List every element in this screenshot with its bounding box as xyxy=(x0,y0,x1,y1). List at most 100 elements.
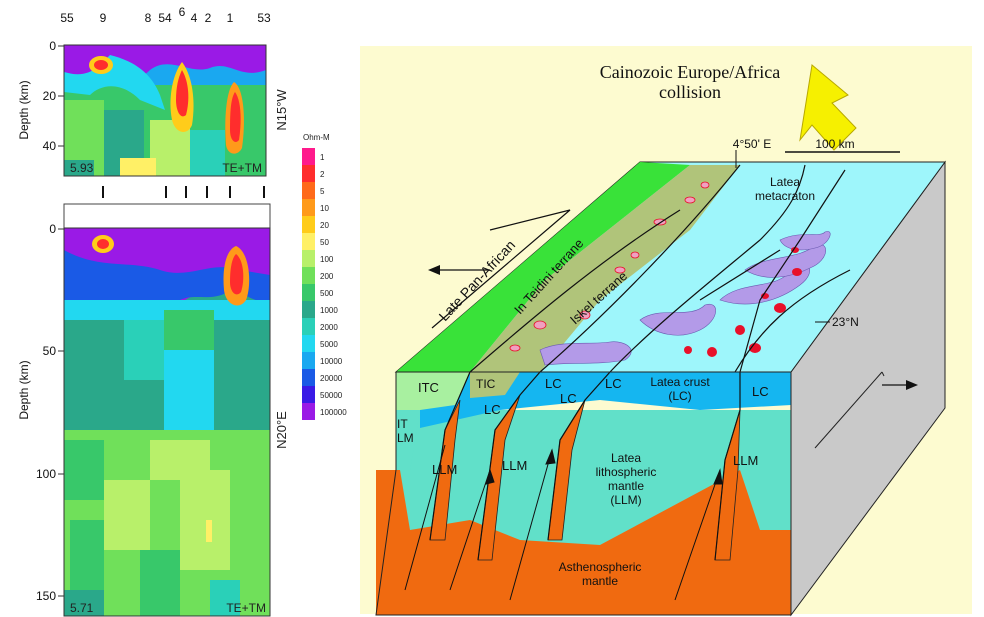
lc-label: LC xyxy=(752,384,769,399)
colorbar-label: 2 xyxy=(320,170,325,179)
top-depth-axis: Depth (km) 0 20 40 xyxy=(17,39,64,153)
depth-tick: 0 xyxy=(49,222,56,236)
side-fault xyxy=(814,371,883,449)
bottom-section-plot xyxy=(64,228,270,616)
latea-crust-label-2: (LC) xyxy=(668,389,691,403)
colorbar-label: 5 xyxy=(320,187,325,196)
depth-tick: 100 xyxy=(36,467,56,481)
iskel-terrane xyxy=(470,165,740,372)
colorbar-swatch xyxy=(302,369,315,386)
colorbar-swatch xyxy=(302,233,315,250)
colorbar-swatch xyxy=(302,267,315,284)
itlm-block xyxy=(396,410,420,470)
top-section-frame xyxy=(63,44,267,177)
lith-label-2: lithospheric xyxy=(596,465,657,479)
volcanic-fields xyxy=(539,231,831,366)
station-labels: 55 9 8 54 6 4 2 1 53 xyxy=(60,5,271,25)
itc-block xyxy=(396,372,470,410)
lith-label-4: (LLM) xyxy=(610,493,641,507)
colorbar-label: 10 xyxy=(320,204,329,213)
tic-label: TIC xyxy=(476,377,496,391)
bottom-section-frame xyxy=(63,227,271,617)
metacraton-label-2: metacraton xyxy=(755,189,815,203)
bottom-section-header xyxy=(63,203,271,229)
in-teidini-terrane xyxy=(396,162,690,372)
llm-label: LLM xyxy=(502,458,527,473)
colorbar-swatch xyxy=(302,352,315,369)
colorbar-label: 20 xyxy=(320,221,329,230)
colorbar-swatch xyxy=(302,403,315,420)
colorbar-label: 10000 xyxy=(320,357,343,366)
colorbar-swatch xyxy=(302,386,315,403)
bottom-rms: 5.71 xyxy=(70,601,94,615)
depth-tick: 50 xyxy=(43,344,57,358)
lith-label-3: mantle xyxy=(608,479,644,493)
depth-tick: 20 xyxy=(43,89,57,103)
llm-label: LLM xyxy=(432,462,457,477)
station-ticks xyxy=(102,186,265,198)
colorbar-label: 50 xyxy=(320,238,329,247)
depth-tick: 0 xyxy=(49,39,56,53)
colorbar-swatch xyxy=(302,318,315,335)
station-label: 53 xyxy=(257,11,271,25)
llm-label: LLM xyxy=(733,453,758,468)
lc-label: LC xyxy=(560,391,577,406)
colorbar-swatch xyxy=(302,165,315,182)
station-label: 9 xyxy=(100,11,107,25)
top-section-plot xyxy=(64,45,266,176)
metacraton-label-1: Latea xyxy=(770,175,800,189)
station-label: 6 xyxy=(179,5,186,19)
colorbar-label: 200 xyxy=(320,272,334,281)
colorbar-unit: Ohm-M xyxy=(303,133,330,142)
lc-label: LC xyxy=(484,402,501,417)
colorbar-swatch xyxy=(302,250,315,267)
top-depth-label: Depth (km) xyxy=(17,80,31,139)
bottom-mode: TE+TM xyxy=(226,601,266,615)
colorbar-swatch xyxy=(302,216,315,233)
bottom-orientation: N20°E xyxy=(274,411,289,449)
station-label: 54 xyxy=(158,11,172,25)
colorbar-swatch xyxy=(302,284,315,301)
station-label: 4 xyxy=(191,11,198,25)
crust-layer xyxy=(420,372,791,428)
colorbar-label: 100000 xyxy=(320,408,347,417)
station-label: 8 xyxy=(145,11,152,25)
pan-african-wedge xyxy=(431,209,571,329)
astheno-label-2: mantle xyxy=(582,574,618,588)
it-label: IT xyxy=(397,417,408,431)
collision-title-2: collision xyxy=(659,82,721,102)
colorbar-label: 100 xyxy=(320,255,334,264)
top-orientation: N15°W xyxy=(274,89,289,131)
colorbar-label: 50000 xyxy=(320,391,343,400)
collision-arrow[interactable] xyxy=(799,64,857,151)
bottom-depth-label: Depth (km) xyxy=(17,360,31,419)
station-label: 55 xyxy=(60,11,74,25)
flow-arrows xyxy=(404,444,723,601)
latea-crust-label-1: Latea crust xyxy=(650,375,710,389)
station-label: 2 xyxy=(205,11,212,25)
lm-label: LM xyxy=(397,431,414,445)
colorbar-swatch xyxy=(302,335,315,352)
itc-label: ITC xyxy=(418,380,439,395)
depth-tick: 150 xyxy=(36,589,56,603)
station-label: 1 xyxy=(227,11,234,25)
colorbar: 1 2 5 10 20 50 100 200 500 1000 2000 5000 10000 20000… xyxy=(302,148,347,420)
colorbar-label: 20000 xyxy=(320,374,343,383)
red-intrusions xyxy=(684,247,802,357)
colorbar-label: 500 xyxy=(320,289,334,298)
longitude-label: 4°50' E xyxy=(733,137,771,151)
lc-label: LC xyxy=(545,376,562,391)
colorbar-swatch xyxy=(302,148,315,165)
top-rms: 5.93 xyxy=(70,161,94,175)
bottom-depth-axis: Depth (km) 0 50 100 150 xyxy=(17,222,64,603)
colorbar-swatch xyxy=(302,301,315,318)
fault-lines xyxy=(429,164,851,561)
pink-granites xyxy=(509,181,710,352)
colorbar-label: 1000 xyxy=(320,306,338,315)
astheno-label-1: Asthenospheric xyxy=(559,560,642,574)
colorbar-swatch xyxy=(302,199,315,216)
lc-label: LC xyxy=(605,376,622,391)
colorbar-label: 2000 xyxy=(320,323,338,332)
